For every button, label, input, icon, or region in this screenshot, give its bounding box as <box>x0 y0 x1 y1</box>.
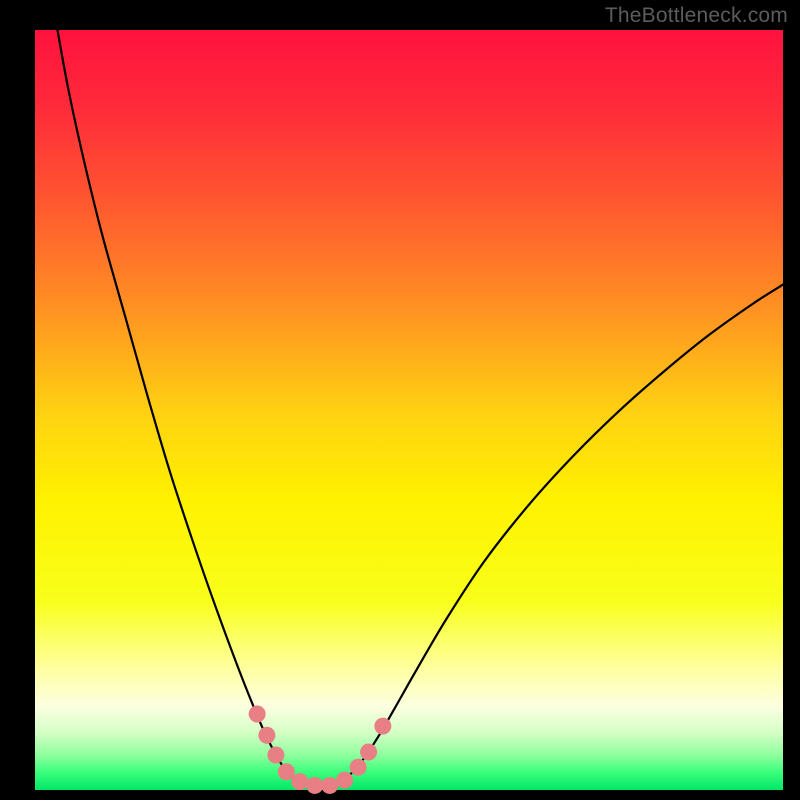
chart-stage: TheBottleneck.com <box>0 0 800 800</box>
marker-point <box>306 777 323 794</box>
marker-point <box>267 747 284 764</box>
marker-point <box>291 773 308 790</box>
marker-point <box>321 777 338 794</box>
marker-point <box>360 744 377 761</box>
marker-point <box>258 727 275 744</box>
marker-point <box>336 772 353 789</box>
marker-point <box>249 706 266 723</box>
watermark-text: TheBottleneck.com <box>605 4 788 28</box>
bottleneck-curve-chart <box>0 0 800 800</box>
marker-point <box>374 718 391 735</box>
marker-point <box>350 759 367 776</box>
gradient-background <box>35 30 783 790</box>
